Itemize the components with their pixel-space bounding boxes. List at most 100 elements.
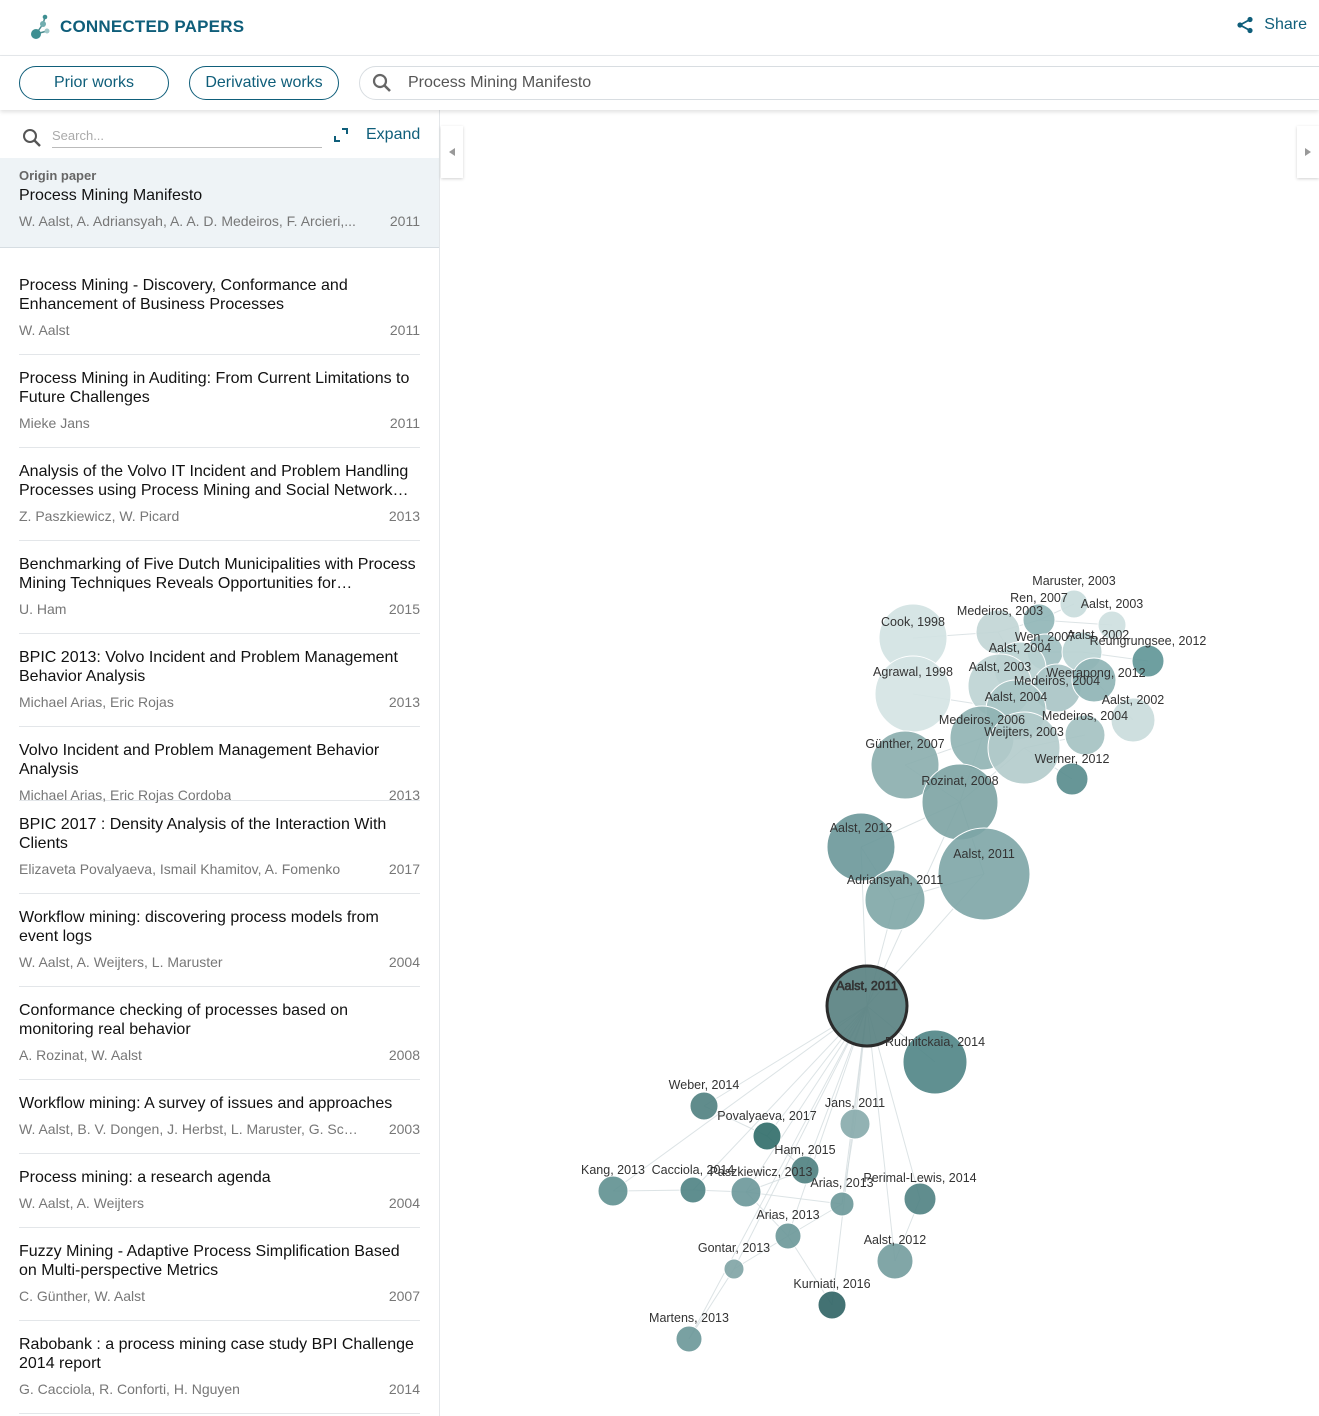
graph-node-label: Adriansyah, 2011 bbox=[847, 873, 943, 887]
paper-year: 2013 bbox=[388, 508, 420, 524]
expand-button[interactable]: Expand bbox=[334, 126, 420, 144]
graph-node-label: Aalst, 2002 bbox=[1102, 693, 1165, 707]
graph-edge bbox=[688, 1005, 868, 1340]
graph-node[interactable] bbox=[937, 827, 1031, 921]
list-item[interactable]: Process Mining - Discovery, Conformance … bbox=[19, 262, 420, 355]
graph-node-label: Wen, 2007 bbox=[1015, 630, 1075, 644]
graph-node[interactable] bbox=[902, 1029, 968, 1095]
paper-title: Workflow mining: discovering process mod… bbox=[19, 909, 379, 945]
graph-node[interactable] bbox=[829, 1191, 855, 1217]
graph-node-label: Medeiros, 2004 bbox=[1042, 709, 1128, 723]
paper-search-box[interactable] bbox=[359, 66, 1319, 100]
graph-node[interactable] bbox=[1071, 657, 1117, 703]
graph-node-label: Reungrungsee, 2012 bbox=[1090, 634, 1207, 648]
graph-node[interactable] bbox=[752, 1121, 782, 1151]
graph-node[interactable] bbox=[839, 1108, 871, 1140]
top-bar: CONNECTED PAPERS Share bbox=[0, 0, 1319, 56]
origin-label: Origin paper bbox=[19, 168, 97, 183]
list-item[interactable]: Workflow mining: A survey of issues and … bbox=[19, 1080, 420, 1154]
expand-icon bbox=[334, 128, 348, 142]
graph-node[interactable] bbox=[774, 1222, 802, 1250]
graph-node-label: Aalst, 2002 bbox=[1067, 628, 1130, 642]
graph-node[interactable] bbox=[826, 812, 896, 882]
prior-works-button[interactable]: Prior works bbox=[19, 66, 169, 100]
paper-authors: W. Aalst bbox=[19, 322, 70, 338]
graph-node[interactable] bbox=[1059, 589, 1089, 619]
graph-edge bbox=[866, 1005, 896, 1262]
list-item[interactable]: Analysis of the Volvo IT Incident and Pr… bbox=[19, 448, 420, 541]
graph-node[interactable] bbox=[730, 1176, 762, 1208]
graph-edge bbox=[612, 1005, 868, 1192]
list-item[interactable]: Workflow mining: discovering process mod… bbox=[19, 894, 420, 987]
share-label: Share bbox=[1264, 16, 1307, 33]
graph-node[interactable] bbox=[987, 711, 1061, 785]
graph-node[interactable] bbox=[689, 1091, 719, 1121]
graph-node[interactable] bbox=[1131, 644, 1165, 678]
derivative-works-button[interactable]: Derivative works bbox=[189, 66, 339, 100]
graph-node-label: Günther, 2007 bbox=[865, 737, 944, 751]
paper-year: 2015 bbox=[388, 601, 420, 617]
graph-edge bbox=[688, 1268, 735, 1340]
graph-node-label: Weijters, 2003 bbox=[984, 725, 1064, 739]
paper-year: 2013 bbox=[388, 787, 420, 803]
graph-node-label: Aalst, 2011 bbox=[953, 847, 1015, 861]
origin-year: 2011 bbox=[389, 213, 420, 229]
paper-year: 2017 bbox=[388, 861, 420, 877]
origin-paper[interactable]: Origin paper Process Mining Manifesto W.… bbox=[0, 158, 439, 248]
list-search-input[interactable] bbox=[52, 124, 322, 148]
graph-node[interactable] bbox=[597, 1175, 629, 1207]
collapse-right-handle[interactable] bbox=[1297, 126, 1319, 178]
share-button[interactable]: Share bbox=[1236, 16, 1307, 34]
paper-authors: Michael Arias, Eric Rojas bbox=[19, 694, 174, 710]
graph-node[interactable] bbox=[675, 1325, 703, 1353]
list-item[interactable]: Fuzzy Mining - Adaptive Process Simplifi… bbox=[19, 1228, 420, 1321]
graph-node[interactable] bbox=[903, 1182, 937, 1216]
list-item[interactable]: Benchmarking of Five Dutch Municipalitie… bbox=[19, 541, 420, 634]
graph-panel[interactable]: Maruster, 2003 Ren, 2007 Aalst, 2003 Medeir… bbox=[441, 110, 1319, 1416]
collapse-left-handle[interactable] bbox=[441, 126, 463, 178]
list-item[interactable]: BPIC 2013: Volvo Incident and Problem Ma… bbox=[19, 634, 420, 727]
graph-node-label: Maruster, 2003 bbox=[1032, 574, 1115, 588]
graph-node[interactable] bbox=[870, 730, 940, 800]
search-icon bbox=[23, 129, 41, 147]
graph-node[interactable] bbox=[679, 1176, 707, 1204]
graph-node[interactable] bbox=[825, 964, 909, 1048]
paper-title: BPIC 2017 : Density Analysis of the Inte… bbox=[19, 816, 387, 852]
paper-authors: Z. Paszkiewicz, W. Picard bbox=[19, 508, 180, 524]
graph-nodes[interactable] bbox=[597, 589, 1165, 1353]
list-item[interactable]: Conformance checking of processes based … bbox=[19, 987, 420, 1080]
toolbar: Prior works Derivative works bbox=[0, 56, 1319, 110]
share-icon bbox=[1237, 16, 1253, 34]
graph-node-label: Kang, 2013 bbox=[581, 1163, 645, 1177]
graph-node-label: Cook, 1998 bbox=[881, 615, 945, 629]
list-item[interactable]: Process Mining in Auditing: From Current… bbox=[19, 355, 420, 448]
paper-title: Fuzzy Mining - Adaptive Process Simplifi… bbox=[19, 1243, 400, 1279]
paper-authors: W. Aalst, B. V. Dongen, J. Herbst, L. Ma… bbox=[19, 1121, 359, 1137]
graph-node-label: Aalst, 2011 bbox=[836, 979, 898, 993]
graph-node[interactable] bbox=[1110, 697, 1156, 743]
graph-node[interactable] bbox=[1097, 610, 1127, 640]
graph-node[interactable] bbox=[723, 1258, 745, 1280]
logo[interactable]: CONNECTED PAPERS bbox=[30, 14, 244, 40]
graph-node[interactable] bbox=[817, 1290, 847, 1320]
chevron-right-icon bbox=[1305, 148, 1311, 156]
graph-node[interactable] bbox=[876, 1242, 914, 1280]
paper-authors: W. Aalst, A. Weijters, L. Maruster bbox=[19, 954, 223, 970]
paper-title: Analysis of the Volvo IT Incident and Pr… bbox=[19, 463, 409, 499]
graph-node[interactable] bbox=[1064, 714, 1106, 756]
graph-node[interactable] bbox=[864, 869, 926, 931]
graph-node[interactable] bbox=[1055, 762, 1089, 796]
search-icon bbox=[372, 73, 391, 92]
list-item[interactable]: Volvo Incident and Problem Management Be… bbox=[19, 727, 420, 803]
paper-year: 2013 bbox=[388, 694, 420, 710]
brand-name: CONNECTED PAPERS bbox=[60, 17, 245, 36]
paper-search-input[interactable] bbox=[408, 74, 1208, 92]
paper-list-panel: Expand Origin paper Process Mining Manif… bbox=[0, 110, 440, 1416]
list-item[interactable]: Process mining: a research agenda W. Aals… bbox=[19, 1154, 420, 1228]
graph-node[interactable] bbox=[790, 1155, 820, 1185]
list-item[interactable]: Rabobank : a process mining case study B… bbox=[19, 1321, 420, 1414]
list-item[interactable]: BPIC 2017 : Density Analysis of the Inte… bbox=[19, 801, 420, 894]
graph-node-label: Ren, 2007 bbox=[1010, 591, 1068, 605]
graph-node-label: Kurniati, 2016 bbox=[793, 1277, 870, 1291]
